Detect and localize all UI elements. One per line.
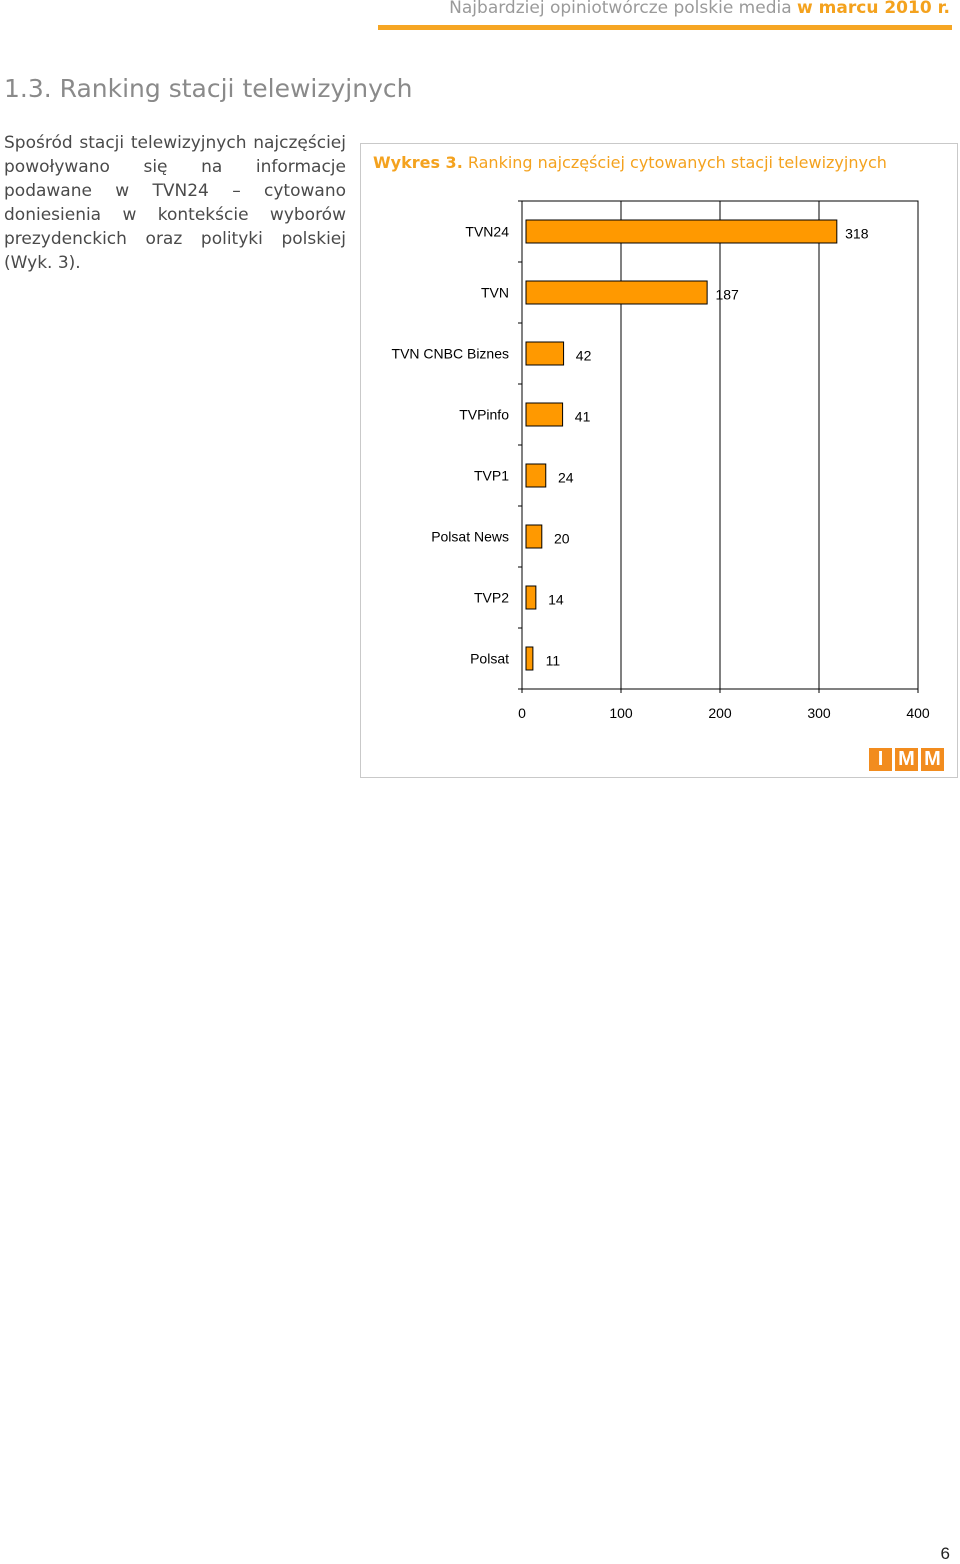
chart-caption-text: Ranking najczęściej cytowanych stacji te… <box>463 153 887 172</box>
value-label-0: 318 <box>845 226 869 242</box>
bar-chart: 0 100 200 300 400 TVN24 318 TVN 187 TVN CNBC Bizn… <box>361 184 957 774</box>
document-header-title: Najbardziej opiniotwórcze polskie media … <box>449 0 950 18</box>
category-label-5: Polsat News <box>431 529 509 545</box>
x-tick-label-2: 200 <box>708 705 732 721</box>
x-tick-label-0: 0 <box>518 705 526 721</box>
category-label-0: TVN24 <box>465 224 509 240</box>
bar-1 <box>526 281 707 304</box>
x-tick-label-3: 300 <box>807 705 831 721</box>
intro-paragraph: Spośród stacji telewizyjnych najczęściej… <box>4 131 346 275</box>
chart-panel: Wykres 3. Ranking najczęściej cytowanych… <box>360 143 958 778</box>
logo-letter-0: I <box>869 748 892 771</box>
chart-caption: Wykres 3. Ranking najczęściej cytowanych… <box>373 153 887 172</box>
value-label-4: 24 <box>558 470 574 486</box>
bar-7 <box>526 647 533 670</box>
x-tick-label-1: 100 <box>609 705 633 721</box>
chart-caption-label: Wykres 3. <box>373 153 463 172</box>
logo-letter-2: M <box>921 748 944 771</box>
logo-letter-1: M <box>895 748 918 771</box>
bar-5 <box>526 525 542 548</box>
category-label-6: TVP2 <box>474 590 509 606</box>
bar-6 <box>526 586 536 609</box>
category-label-1: TVN <box>481 285 509 301</box>
category-label-7: Polsat <box>470 651 509 667</box>
header-rule <box>378 25 952 30</box>
value-label-6: 14 <box>548 592 564 608</box>
bar-0 <box>526 220 837 243</box>
bar-4 <box>526 464 546 487</box>
bar-3 <box>526 403 563 426</box>
category-label-3: TVPinfo <box>459 407 509 423</box>
category-label-2: TVN CNBC Biznes <box>392 346 509 362</box>
value-label-2: 42 <box>576 348 592 364</box>
x-tick-label-4: 400 <box>906 705 930 721</box>
category-label-4: TVP1 <box>474 468 509 484</box>
value-label-1: 187 <box>715 287 739 303</box>
page-number: 6 <box>941 1544 950 1564</box>
header-title-main: Najbardziej opiniotwórcze polskie media <box>449 0 797 18</box>
value-label-3: 41 <box>575 409 591 425</box>
bar-2 <box>526 342 564 365</box>
section-title: 1.3. Ranking stacji telewizyjnych <box>4 74 412 103</box>
value-label-7: 11 <box>546 653 561 669</box>
header-title-accent: w marcu 2010 r. <box>797 0 950 18</box>
value-label-5: 20 <box>554 531 570 547</box>
